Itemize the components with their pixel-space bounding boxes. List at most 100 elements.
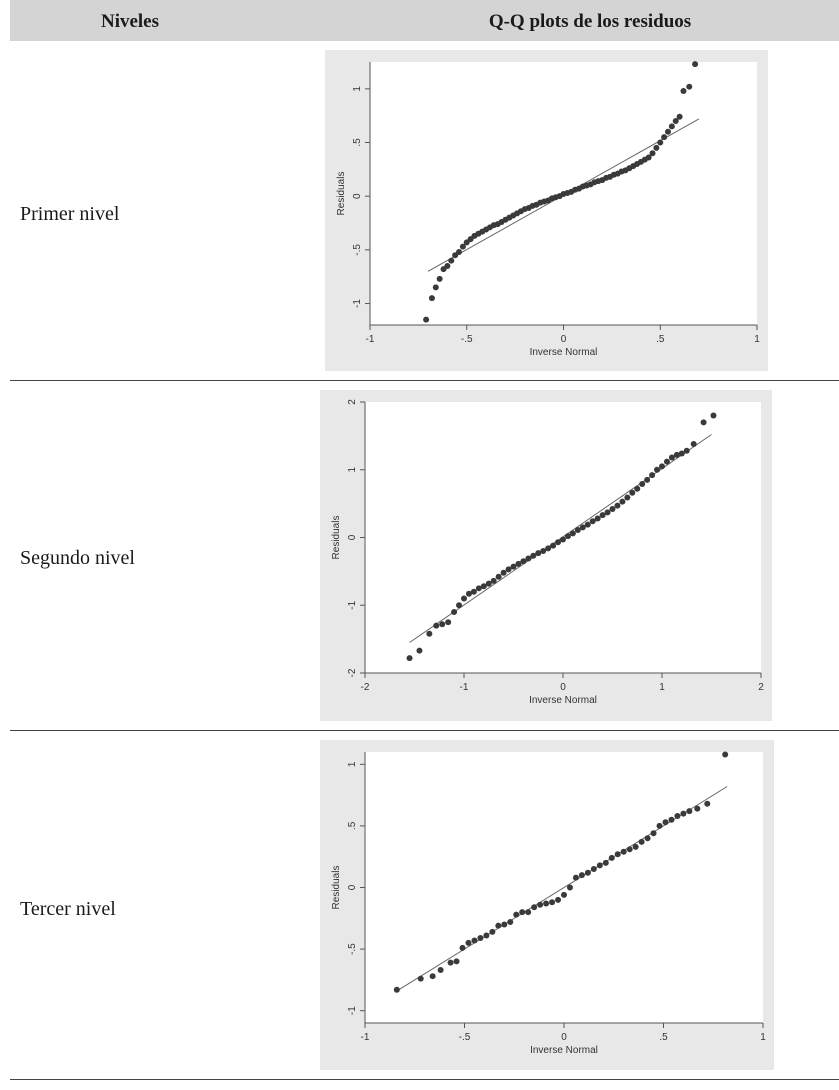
data-point: [572, 874, 579, 881]
data-point: [550, 542, 557, 549]
table-header: Niveles Q-Q plots de los residuos: [10, 0, 839, 41]
data-point: [683, 447, 690, 454]
data-point: [451, 609, 458, 616]
x-tick-label: -.5: [461, 334, 473, 345]
data-point: [490, 577, 497, 584]
y-tick-label: 0: [347, 534, 358, 540]
data-point: [566, 884, 573, 891]
y-tick-label: -1: [347, 600, 358, 609]
data-point: [672, 118, 679, 125]
data-point: [519, 909, 526, 916]
data-point: [560, 536, 566, 543]
data-point: [596, 862, 603, 869]
qq-plot-tercer-nivel: -1 -.5 0 .5 1 -1 -.5 0 .5 1 Inverse Normal Residual…: [320, 740, 774, 1070]
data-point: [649, 150, 656, 157]
data-point: [447, 959, 454, 966]
x-axis-title: Inverse Normal: [530, 347, 598, 358]
data-point: [393, 986, 400, 993]
data-point: [614, 851, 621, 858]
data-point: [590, 866, 597, 873]
data-point: [456, 249, 463, 256]
data-point: [564, 533, 571, 540]
data-point: [653, 144, 660, 151]
data-point: [520, 558, 527, 565]
data-point: [649, 472, 656, 479]
data-point: [659, 463, 665, 470]
data-point: [609, 506, 616, 513]
data-point: [436, 275, 443, 282]
data-point: [445, 619, 452, 626]
y-tick-label: 0: [347, 884, 358, 890]
data-point: [645, 154, 652, 161]
data-point: [470, 588, 477, 595]
data-point: [569, 530, 576, 537]
data-point: [535, 550, 542, 557]
data-point: [678, 450, 685, 457]
column-header-niveles: Niveles: [100, 11, 160, 32]
data-point: [429, 973, 436, 980]
data-point: [680, 87, 687, 94]
data-point: [619, 498, 626, 505]
row-divider: [10, 380, 839, 381]
y-tick-label: 1: [347, 467, 358, 473]
data-point: [515, 560, 522, 567]
data-point: [594, 515, 601, 522]
y-tick-label: 0: [352, 193, 363, 199]
data-point: [428, 295, 435, 302]
data-point: [416, 647, 423, 654]
data-point: [680, 810, 687, 817]
data-point: [589, 518, 596, 525]
y-axis-title: Residuals: [331, 866, 342, 910]
row-label-tercer-nivel: Tercer nivel: [20, 898, 116, 920]
data-point: [584, 521, 591, 528]
data-point: [639, 480, 646, 487]
data-point: [555, 896, 562, 903]
data-point: [602, 859, 609, 866]
x-tick-label: 1: [659, 682, 665, 693]
data-point: [461, 595, 467, 602]
data-point: [439, 621, 446, 628]
data-point: [433, 622, 440, 629]
x-tick-label: 1: [754, 334, 760, 345]
data-point: [668, 123, 675, 130]
data-point: [673, 451, 680, 458]
data-point: [555, 539, 562, 546]
data-point: [668, 454, 675, 461]
data-point: [437, 967, 444, 974]
x-tick-label: -1: [460, 682, 469, 693]
data-point: [500, 569, 507, 576]
data-point: [574, 527, 581, 534]
data-point: [700, 419, 707, 426]
data-point: [668, 816, 675, 823]
data-point: [545, 545, 552, 552]
data-point: [495, 922, 502, 929]
data-point: [525, 555, 532, 562]
x-tick-label: -.5: [459, 1032, 471, 1043]
data-point: [663, 458, 670, 465]
y-tick-label: 1: [347, 761, 358, 767]
data-point: [507, 918, 514, 925]
data-point: [485, 580, 492, 587]
data-point: [579, 524, 586, 531]
data-point: [654, 466, 661, 473]
data-point: [477, 935, 484, 942]
data-point: [656, 822, 663, 829]
data-point: [704, 800, 711, 807]
data-point: [489, 928, 496, 935]
x-tick-label: .5: [659, 1032, 668, 1043]
data-point: [694, 805, 701, 812]
y-tick-label: -1: [352, 299, 363, 308]
data-point: [465, 939, 472, 946]
data-point: [448, 257, 455, 264]
x-tick-label: -1: [361, 1032, 370, 1043]
data-point: [638, 838, 645, 845]
data-point: [599, 512, 606, 519]
data-point: [620, 848, 627, 855]
data-point: [525, 909, 532, 916]
data-point: [644, 476, 651, 483]
data-point: [501, 921, 508, 928]
data-point: [426, 630, 433, 637]
data-point: [549, 899, 556, 906]
data-point: [634, 485, 641, 492]
data-point: [604, 509, 611, 516]
